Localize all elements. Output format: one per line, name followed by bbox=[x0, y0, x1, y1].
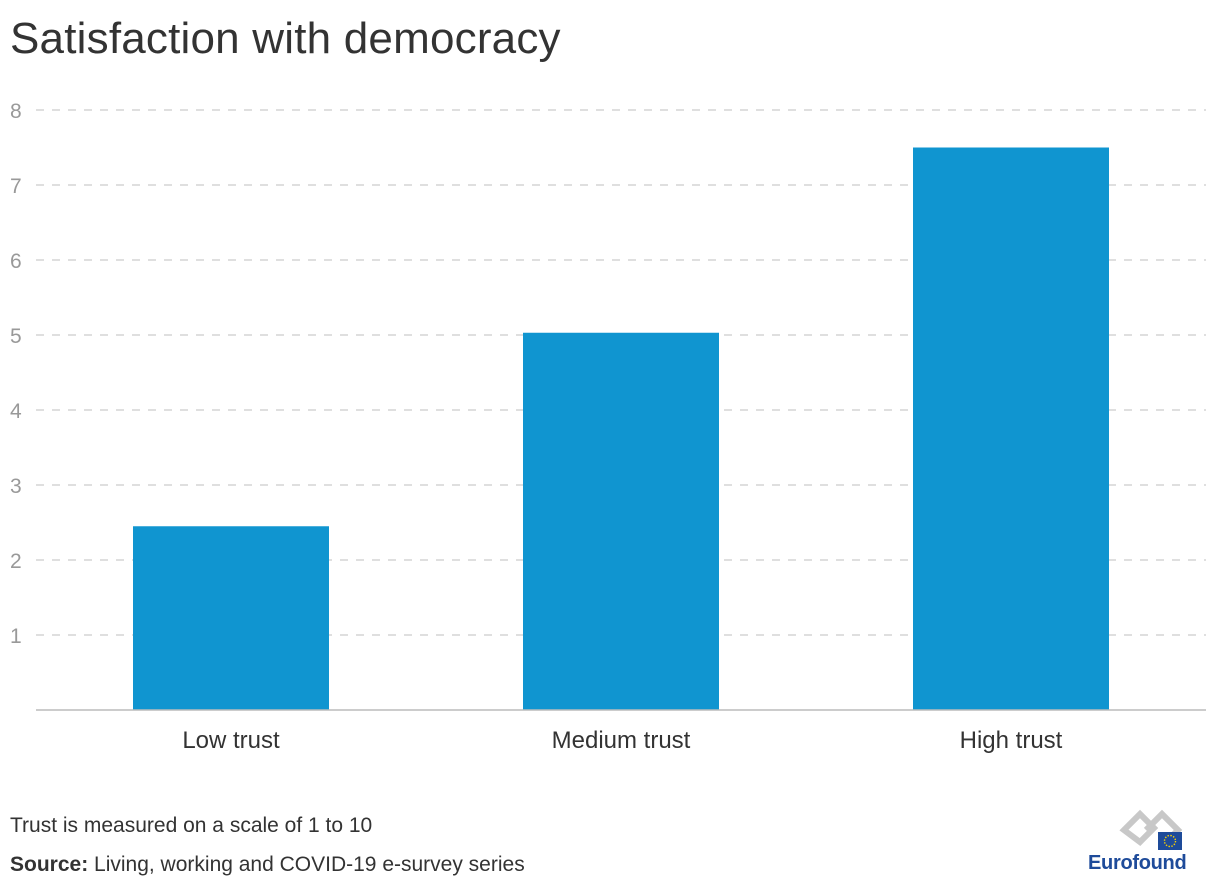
x-tick-label: Medium trust bbox=[552, 727, 691, 754]
bar-high-trust bbox=[913, 147, 1109, 710]
y-tick-label: 1 bbox=[10, 625, 22, 648]
eurofound-logo-mark-icon bbox=[1119, 809, 1183, 850]
bar-low-trust bbox=[133, 526, 329, 710]
y-tick-label: 2 bbox=[10, 550, 22, 573]
source-text: Living, working and COVID-19 e-survey se… bbox=[88, 853, 525, 876]
x-tick-label: Low trust bbox=[182, 727, 280, 754]
y-tick-label: 3 bbox=[10, 475, 22, 498]
y-tick-label: 6 bbox=[10, 250, 22, 273]
logo-text: Eurofound bbox=[1088, 852, 1187, 874]
chart-title: Satisfaction with democracy bbox=[10, 14, 561, 63]
y-tick-label: 5 bbox=[10, 325, 22, 348]
eurofound-logo: Eurofound bbox=[1086, 806, 1190, 876]
footnote: Trust is measured on a scale of 1 to 10 bbox=[10, 814, 373, 837]
bar-medium-trust bbox=[523, 332, 719, 710]
y-tick-label: 8 bbox=[10, 100, 22, 123]
source-line: Source: Living, working and COVID-19 e-s… bbox=[10, 853, 525, 877]
y-tick-label: 7 bbox=[10, 175, 22, 198]
source-label: Source: bbox=[10, 853, 89, 876]
y-tick-label: 4 bbox=[10, 400, 22, 423]
x-tick-label: High trust bbox=[960, 727, 1063, 754]
